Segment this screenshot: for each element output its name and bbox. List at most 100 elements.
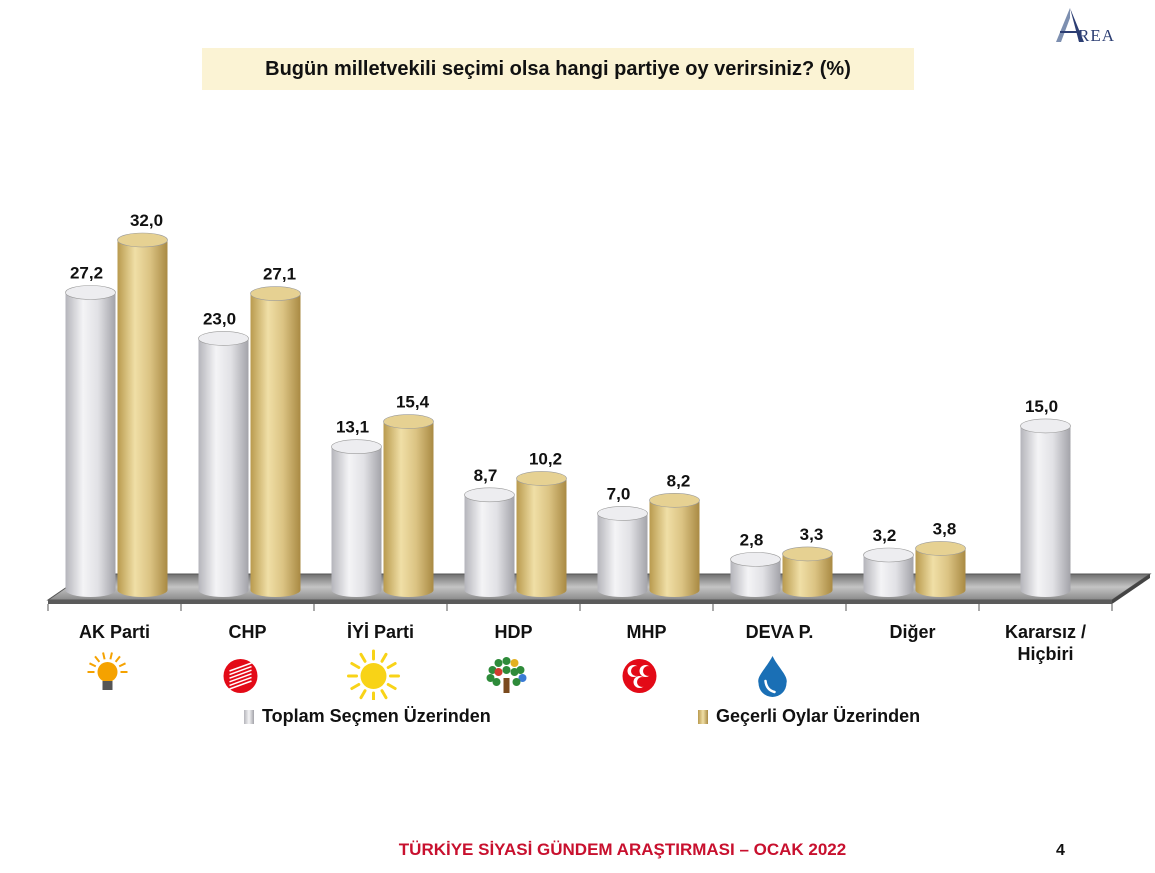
legend: Toplam Seçmen Üzerinden Geçerli Oylar Üz… bbox=[0, 706, 1155, 732]
category-label: CHP bbox=[228, 622, 266, 642]
legend-label-total: Toplam Seçmen Üzerinden bbox=[262, 706, 491, 726]
arrow-stripe bbox=[229, 662, 252, 672]
category-label: DEVA P. bbox=[746, 622, 814, 642]
sun-ray bbox=[386, 683, 397, 690]
sun-icon bbox=[347, 649, 400, 700]
bar-valid-2 bbox=[383, 421, 434, 590]
water-drop-shape bbox=[758, 656, 787, 698]
bar-valid-4-base bbox=[649, 583, 700, 597]
crescent-cut bbox=[631, 666, 641, 676]
data-label-total: 27,2 bbox=[70, 264, 103, 283]
bar-valid-6-top bbox=[915, 541, 966, 556]
tree-leaf bbox=[494, 668, 503, 676]
lightbulb-ray bbox=[102, 652, 106, 660]
tree-trunk bbox=[503, 678, 510, 693]
sun-ray bbox=[350, 683, 361, 690]
tree-leaf bbox=[494, 659, 503, 667]
sun-ray bbox=[359, 652, 367, 663]
data-label-total: 15,0 bbox=[1025, 397, 1058, 416]
data-label-valid: 27,1 bbox=[263, 265, 296, 284]
sun-ray bbox=[380, 689, 388, 700]
bar-total-0-top bbox=[65, 285, 116, 300]
lightbulb-base bbox=[102, 681, 113, 690]
bar-total-6-top bbox=[863, 547, 914, 563]
lightbulb-ray bbox=[94, 655, 101, 663]
bar-total-0-base bbox=[65, 583, 116, 597]
bar-valid-4-top bbox=[649, 493, 700, 508]
tree-leaf bbox=[512, 678, 521, 686]
lightbulb-ray bbox=[114, 655, 121, 663]
lightbulb-glass bbox=[97, 662, 118, 682]
data-label-valid: 32,0 bbox=[130, 211, 163, 230]
data-label-total: 13,1 bbox=[336, 418, 369, 437]
sun-ray bbox=[386, 662, 397, 669]
bar-valid-4 bbox=[649, 500, 700, 590]
data-label-valid: 3,8 bbox=[933, 519, 957, 538]
bar-valid-5-base bbox=[782, 583, 833, 597]
bar-total-3 bbox=[464, 494, 515, 590]
chart-title-box: Bugün milletvekili seçimi olsa hangi par… bbox=[202, 48, 914, 90]
data-label-total: 23,0 bbox=[203, 309, 236, 328]
tree-leaf bbox=[486, 674, 495, 682]
chart-floor-side bbox=[1112, 574, 1150, 604]
tree-leaf bbox=[518, 674, 527, 682]
bar-total-2-base bbox=[331, 583, 382, 597]
legend-swatch-gold bbox=[698, 709, 708, 724]
category-label: MHP bbox=[627, 622, 667, 642]
bar-valid-1-base bbox=[250, 583, 301, 597]
data-label-total: 8,7 bbox=[474, 466, 498, 485]
data-label-total: 2,8 bbox=[740, 530, 764, 549]
data-label-valid: 10,2 bbox=[529, 449, 562, 468]
area-logo: REA bbox=[1056, 8, 1114, 45]
bar-total-5-base bbox=[730, 583, 781, 597]
bar-total-4 bbox=[597, 513, 648, 590]
legend-label-valid: Geçerli Oylar Üzerinden bbox=[716, 706, 921, 726]
bar-total-4-base bbox=[597, 583, 648, 597]
crescent-cut bbox=[637, 677, 647, 687]
bar-total-2-top bbox=[331, 439, 382, 455]
bar-total-3-top bbox=[464, 487, 515, 503]
legend-item-total: Toplam Seçmen Üzerinden bbox=[244, 706, 491, 727]
bar-total-7 bbox=[1020, 425, 1071, 590]
category-label: Diğer bbox=[889, 622, 935, 642]
bar-total-5-top bbox=[730, 552, 781, 567]
bar-total-4-top bbox=[597, 506, 648, 521]
data-label-valid: 3,3 bbox=[800, 525, 824, 544]
data-label-valid: 15,4 bbox=[396, 393, 430, 412]
lightbulb-ray bbox=[118, 662, 126, 668]
bar-valid-3 bbox=[516, 478, 567, 590]
bar-total-1-base bbox=[198, 583, 249, 597]
bar-total-1-top bbox=[198, 331, 249, 346]
bar-total-0 bbox=[65, 292, 116, 590]
bar-valid-1 bbox=[250, 293, 301, 590]
arrow-stripe bbox=[229, 669, 252, 679]
lightbulb-ray bbox=[89, 662, 97, 668]
bar-valid-0-top bbox=[117, 232, 168, 248]
category-label: HDP bbox=[494, 622, 532, 642]
six-arrows-icon bbox=[223, 659, 258, 693]
arrow-stripe bbox=[229, 676, 252, 687]
water-drop-icon bbox=[758, 656, 787, 698]
page-number: 4 bbox=[1056, 842, 1065, 859]
bar-valid-3-base bbox=[516, 583, 567, 597]
bar-valid-6-base bbox=[915, 583, 966, 597]
chart-title: Bugün milletvekili seçimi olsa hangi par… bbox=[265, 57, 851, 80]
legend-swatch-gray bbox=[244, 709, 254, 724]
tree-leaf bbox=[492, 678, 501, 686]
sun-ray bbox=[359, 689, 367, 700]
bar-valid-3-top bbox=[516, 471, 567, 486]
legend-item-valid: Geçerli Oylar Üzerinden bbox=[698, 706, 920, 727]
sun-ray bbox=[350, 662, 361, 669]
bar-total-6-base bbox=[863, 583, 914, 597]
data-label-total: 7,0 bbox=[607, 484, 631, 503]
bar-valid-0 bbox=[117, 240, 168, 590]
lightbulb-ray bbox=[109, 652, 113, 660]
tree-leaf bbox=[502, 657, 511, 665]
bar-total-7-base bbox=[1020, 583, 1071, 597]
bar-total-2 bbox=[331, 446, 382, 590]
arrow-stripe bbox=[229, 680, 252, 690]
bar-total-7-top bbox=[1020, 418, 1071, 434]
bar-valid-2-top bbox=[383, 414, 434, 429]
lightbulb-icon bbox=[87, 652, 128, 690]
bar-chart: 27,2 32,0 AK Parti 23,0 27,1 CHP 13,1 15,4 İYİ P… bbox=[46, 211, 1152, 700]
